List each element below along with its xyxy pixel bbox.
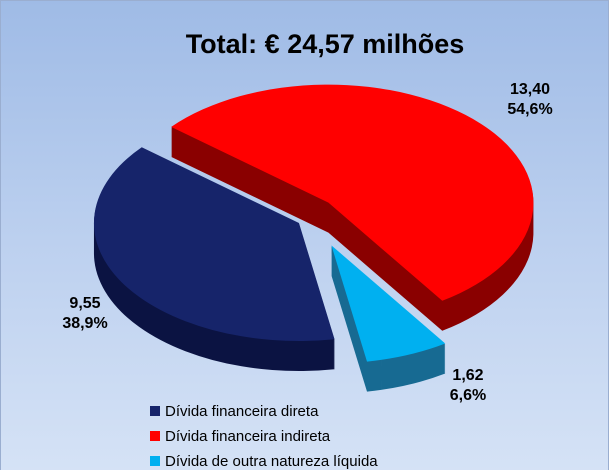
legend-swatch	[150, 431, 160, 441]
data-label: 9,55	[69, 295, 100, 312]
data-label: 1,62	[452, 367, 483, 384]
slice	[331, 245, 446, 362]
legend-label: Dívida de outra natureza líquida	[165, 453, 378, 470]
percent-label: 6,6%	[450, 387, 486, 404]
percent-label: 54,6%	[507, 101, 552, 118]
slice	[93, 147, 335, 342]
legend-swatch	[150, 406, 160, 416]
percent-label: 38,9%	[62, 315, 107, 332]
chart-title: Total: € 24,57 milhões	[186, 29, 465, 59]
slice	[171, 84, 534, 301]
legend-swatch	[150, 456, 160, 466]
legend-label: Dívida financeira indireta	[165, 428, 331, 445]
data-label: 13,40	[510, 81, 550, 98]
legend-label: Dívida financeira direta	[165, 403, 319, 420]
